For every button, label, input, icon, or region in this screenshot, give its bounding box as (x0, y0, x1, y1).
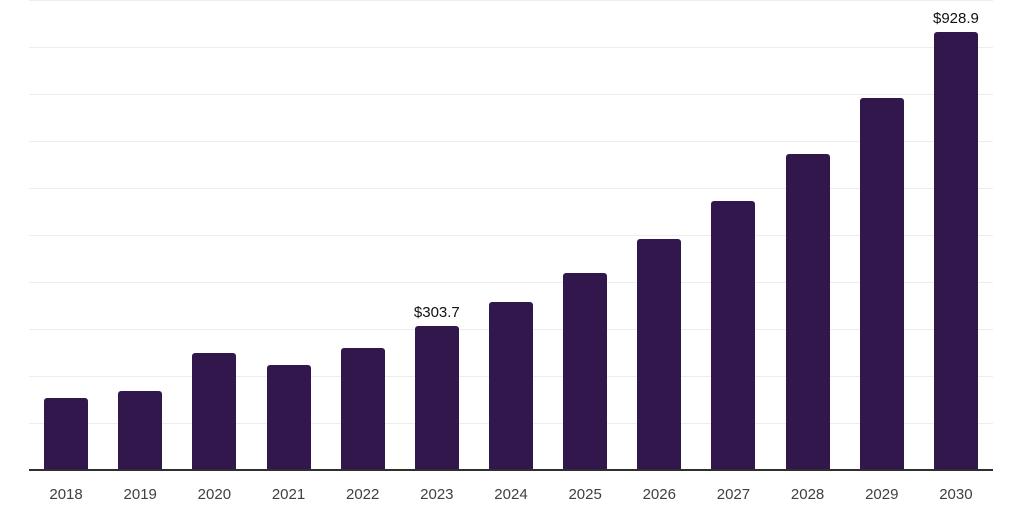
x-tick-label-2020: 2020 (197, 486, 232, 503)
x-tick-label-2029: 2029 (865, 486, 899, 503)
bar-2024[interactable] (489, 302, 533, 469)
gridline (29, 141, 993, 142)
x-tick-label-2030: 2030 (939, 486, 973, 503)
x-tick-label-2027: 2027 (716, 486, 751, 503)
bar-2027[interactable] (711, 200, 756, 469)
gridline (29, 0, 993, 1)
bars-layer: $303.7 $928.9 (29, 0, 993, 471)
gridline (29, 282, 993, 283)
bar-2021[interactable] (266, 364, 311, 469)
bar-2018[interactable] (44, 397, 89, 469)
gridline (29, 47, 993, 48)
x-tick-label-2026: 2026 (642, 486, 676, 503)
data-label-2023: $303.7 (413, 304, 460, 322)
x-axis-labels: 2018 2019 2020 2021 2022 2023 2024 2025 2026 2027… (29, 485, 993, 505)
gridline (29, 188, 993, 189)
bar-2020[interactable] (192, 352, 237, 469)
bar-2030[interactable] (933, 32, 978, 469)
x-tick-label-2025: 2025 (568, 486, 602, 503)
bar-2028[interactable] (785, 153, 830, 469)
bar-2023[interactable] (414, 326, 459, 469)
x-tick-label-2021: 2021 (271, 486, 306, 503)
x-tick-label-2028: 2028 (790, 486, 825, 503)
bar-2022[interactable] (340, 347, 385, 469)
x-tick-label-2022: 2022 (345, 486, 380, 503)
gridline (29, 94, 993, 95)
plot-area: $303.7 $928.9 (29, 0, 993, 471)
bar-2029[interactable] (859, 97, 904, 469)
x-tick-label-2023: 2023 (420, 486, 454, 503)
x-tick-label-2018: 2018 (49, 486, 83, 503)
x-tick-label-2024: 2024 (494, 486, 528, 503)
bar-2019[interactable] (118, 391, 163, 469)
data-label-2030: $928.9 (932, 10, 979, 28)
bar-2026[interactable] (637, 239, 682, 469)
gridline (29, 235, 993, 236)
bar-2025[interactable] (563, 273, 608, 469)
x-tick-label-2019: 2019 (123, 486, 157, 503)
x-axis-line (29, 469, 993, 471)
